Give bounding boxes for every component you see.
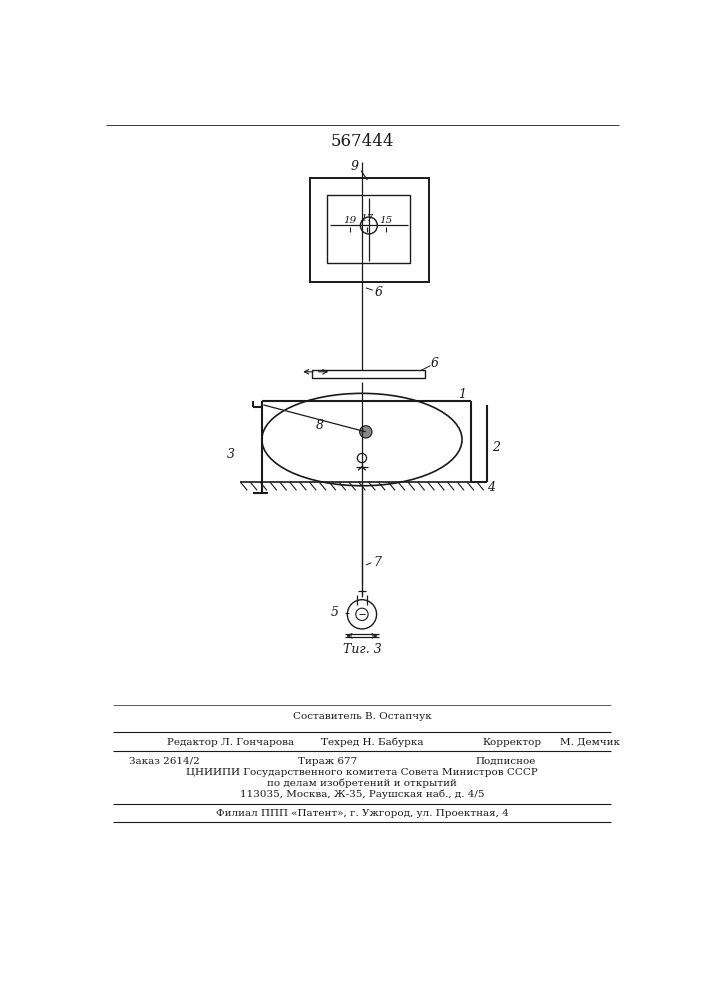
Text: 6: 6 xyxy=(375,286,383,299)
Circle shape xyxy=(356,608,368,620)
Text: ЦНИИПИ Государственного комитета Совета Министров СССР: ЦНИИПИ Государственного комитета Совета … xyxy=(186,768,538,777)
Text: 17: 17 xyxy=(361,214,374,223)
Circle shape xyxy=(360,426,372,438)
Bar xyxy=(327,195,411,263)
Text: 9: 9 xyxy=(351,160,359,173)
Text: по делам изобретений и открытий: по делам изобретений и открытий xyxy=(267,779,457,788)
Text: 2: 2 xyxy=(492,441,500,454)
Text: 113035, Москва, Ж-35, Раушская наб., д. 4/5: 113035, Москва, Ж-35, Раушская наб., д. … xyxy=(240,790,484,799)
Text: Редактор Л. Гончарова: Редактор Л. Гончарова xyxy=(167,738,294,747)
Text: 567444: 567444 xyxy=(330,133,394,150)
Bar xyxy=(312,370,425,378)
Text: Составитель В. Остапчук: Составитель В. Остапчук xyxy=(293,712,431,721)
Circle shape xyxy=(361,217,378,234)
Text: 8: 8 xyxy=(315,419,324,432)
Text: Техред Н. Бабурка: Техред Н. Бабурка xyxy=(321,737,423,747)
Text: 7: 7 xyxy=(373,556,381,569)
Text: 6: 6 xyxy=(431,357,438,370)
Text: 1: 1 xyxy=(458,388,466,401)
Text: 4: 4 xyxy=(486,481,494,494)
Text: Τиг. 3: Τиг. 3 xyxy=(343,643,381,656)
Text: М. Демчик: М. Демчик xyxy=(560,738,620,747)
Text: Тираж 677: Тираж 677 xyxy=(298,757,357,766)
Text: 5: 5 xyxy=(331,606,339,619)
Circle shape xyxy=(347,600,377,629)
Text: 3: 3 xyxy=(227,448,235,461)
Bar xyxy=(310,178,429,282)
Text: Подписное: Подписное xyxy=(475,757,535,766)
Text: Филиал ППП «Патент», г. Ужгород, ул. Проектная, 4: Филиал ППП «Патент», г. Ужгород, ул. Про… xyxy=(216,808,508,818)
Ellipse shape xyxy=(262,393,462,486)
Text: Корректор: Корректор xyxy=(483,738,542,747)
Text: 15: 15 xyxy=(379,216,392,225)
Text: Заказ 2614/2: Заказ 2614/2 xyxy=(129,757,199,766)
Text: 19: 19 xyxy=(343,216,356,225)
Circle shape xyxy=(357,453,366,463)
